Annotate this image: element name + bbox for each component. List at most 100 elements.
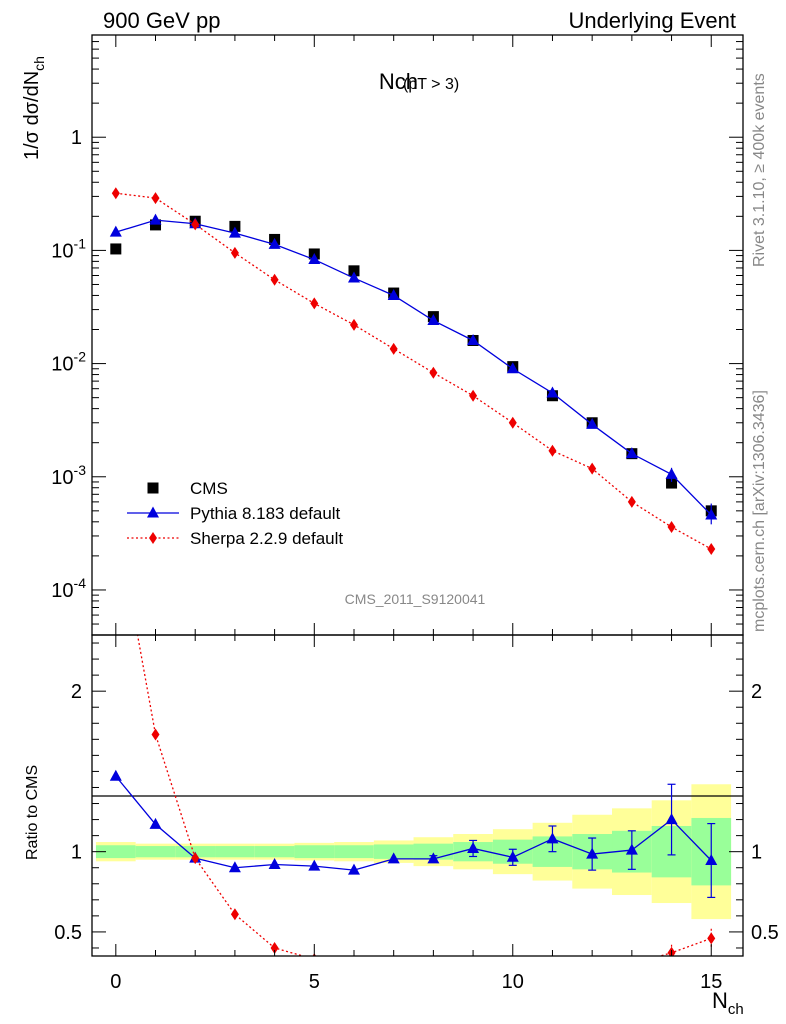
data-point	[467, 333, 480, 345]
data-point	[111, 187, 120, 200]
data-point	[268, 237, 281, 249]
ratio-data-point	[625, 843, 638, 855]
plot-subtitle: (pT > 3)	[403, 76, 459, 93]
ratio-plot: 0.5 0.5 1 1 2 2 0 5 10 15 Ratio to CMS Nch	[24, 509, 779, 1018]
ratio-data-point	[427, 852, 440, 864]
x-axis-label: Nch	[712, 988, 744, 1018]
main-y-tick-label: 10-1	[51, 235, 86, 262]
ratio-data-point	[665, 813, 678, 825]
data-point	[151, 192, 160, 205]
ratio-data-point	[588, 958, 596, 970]
ratio-y-tick-label-right: 1	[751, 842, 762, 864]
data-point	[548, 444, 557, 457]
main-y-axis-label: 1/σ dσ/dNch	[21, 56, 47, 160]
data-point	[707, 543, 716, 556]
data-point	[228, 226, 241, 238]
main-y-tick-label: 10-4	[51, 575, 86, 602]
main-series-line	[115, 219, 712, 516]
data-point	[586, 417, 599, 429]
data-point	[506, 362, 519, 374]
legend: CMS Pythia 8.183 default Sherpa 2.2.9 defa…	[127, 479, 343, 548]
ratio-data-point	[347, 863, 360, 875]
ratio-data-point	[467, 841, 480, 853]
x-tick-label: 5	[309, 971, 320, 993]
y-label-sub: ch	[31, 56, 47, 71]
uncertainty-band-green	[373, 844, 414, 859]
main-tick-marks	[92, 34, 743, 636]
data-point	[310, 297, 319, 310]
data-point	[348, 265, 360, 277]
x-tick-label: 15	[700, 971, 722, 993]
ratio-y-tick-label-right: 0.5	[751, 922, 779, 944]
ratio-tick-labels: 0.5 0.5 1 1 2 2 0 5 10 15	[54, 681, 779, 993]
plot-title: Nch	[379, 69, 418, 94]
ratio-data-point	[387, 852, 400, 864]
mcplots-label: mcplots.cern.ch [arXiv:1306.3436]	[751, 390, 768, 632]
ratio-data-point	[586, 847, 599, 859]
data-point	[508, 416, 517, 429]
uncertainty-band-green	[95, 845, 136, 859]
ratio-data-point	[112, 509, 120, 521]
ratio-data-point	[268, 858, 281, 870]
main-series-triangle	[109, 213, 718, 520]
ratio-y-tick-label: 0.5	[54, 922, 82, 944]
main-y-tick-label: 10-3	[51, 462, 86, 489]
ratio-data-point	[308, 859, 321, 871]
legend-marker	[147, 482, 159, 494]
data-point	[625, 447, 638, 459]
uncertainty-band-green	[135, 846, 176, 858]
ratio-data-point	[270, 941, 279, 954]
header-left: 900 GeV pp	[103, 8, 220, 33]
data-point	[588, 462, 597, 475]
ratio-series-triangle	[109, 769, 718, 899]
data-point	[230, 246, 239, 259]
ratio-data-point	[548, 958, 556, 970]
data-point	[546, 386, 559, 398]
ratio-data-point	[350, 958, 358, 970]
ratio-data-point	[707, 932, 716, 945]
ratio-data-point	[705, 854, 718, 866]
legend-item: Sherpa 2.2.9 default	[127, 529, 343, 548]
x-label-main: N	[712, 988, 728, 1013]
ratio-y-tick-label-right: 2	[751, 681, 762, 703]
main-y-axis-label-text: 1/σ dσ/dNch	[21, 56, 47, 160]
x-tick-label: 10	[502, 971, 524, 993]
data-point	[387, 288, 400, 300]
uncertainty-band-green	[294, 845, 335, 859]
ratio-plot-frame	[91, 634, 744, 957]
data-point	[349, 318, 358, 331]
ratio-series-layer	[109, 509, 718, 970]
ratio-data-point	[228, 861, 241, 873]
data-point	[149, 213, 162, 225]
analysis-watermark: CMS_2011_S9120041	[345, 591, 486, 607]
ratio-data-point	[509, 958, 517, 970]
legend-marker	[147, 506, 159, 518]
data-point	[667, 520, 676, 533]
ratio-y-axis-label: Ratio to CMS	[24, 765, 41, 860]
legend-item: CMS	[147, 479, 228, 498]
main-y-tick-label: 10-2	[51, 349, 86, 376]
ratio-data-point	[109, 769, 122, 781]
uncertainty-band-green	[215, 846, 255, 858]
main-series-diamond	[111, 187, 716, 556]
main-plot: 10-4 10-3 10-2 10-1 1 Nch (pT > 3) CMS_2011_…	[21, 34, 744, 636]
main-series-layer	[109, 187, 718, 556]
ratio-series-line	[136, 635, 712, 956]
header-right: Underlying Event	[568, 8, 736, 33]
y-label-main: 1/σ dσ/dN	[21, 71, 43, 160]
legend-marker	[149, 532, 157, 544]
data-point	[627, 495, 636, 508]
data-point	[110, 243, 122, 255]
ratio-data-point	[469, 958, 477, 970]
data-point	[229, 220, 241, 232]
ratio-data-point	[191, 852, 200, 865]
legend-label: CMS	[190, 479, 228, 498]
x-tick-label: 0	[110, 971, 121, 993]
data-point	[150, 219, 162, 231]
legend-label: Pythia 8.183 default	[190, 504, 341, 523]
data-point	[109, 225, 122, 237]
legend-item: Pythia 8.183 default	[127, 504, 341, 523]
data-point	[270, 273, 279, 286]
data-point	[429, 366, 438, 379]
